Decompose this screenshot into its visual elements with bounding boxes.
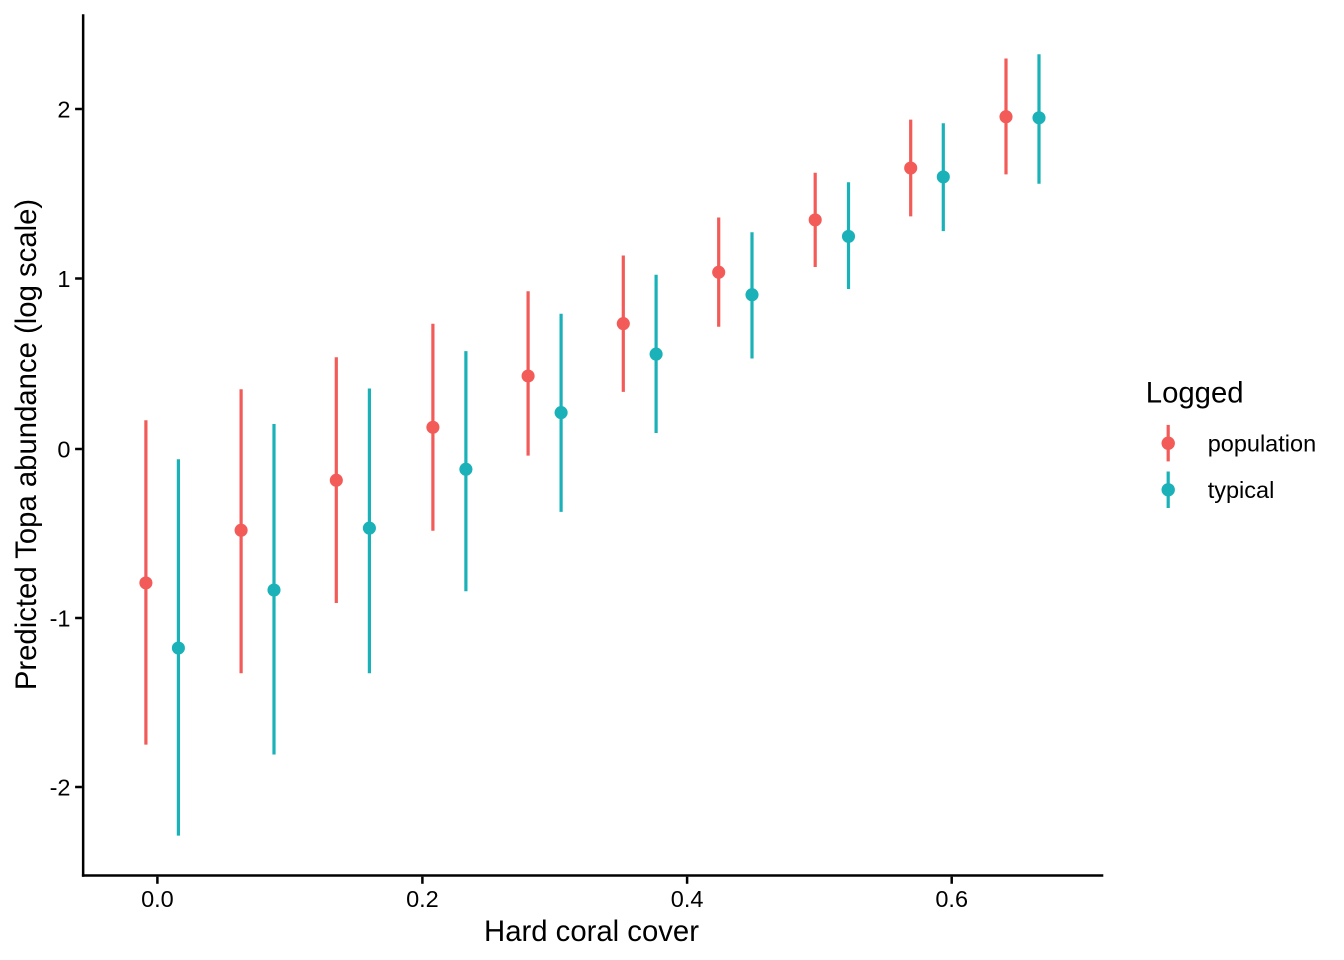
svg-text:0.2: 0.2 [406, 886, 439, 912]
svg-text:population: population [1208, 431, 1316, 457]
svg-text:1: 1 [57, 266, 70, 292]
svg-text:0.0: 0.0 [141, 886, 174, 912]
svg-text:0.6: 0.6 [935, 886, 968, 912]
svg-text:2: 2 [57, 96, 70, 122]
svg-text:-1: -1 [50, 605, 71, 631]
svg-text:-2: -2 [50, 774, 71, 800]
svg-text:Logged: Logged [1146, 377, 1244, 410]
svg-text:0.4: 0.4 [671, 886, 704, 912]
svg-text:Predicted Topa abundance (log: Predicted Topa abundance (log scale) [10, 199, 43, 690]
svg-text:Hard coral cover: Hard coral cover [484, 915, 699, 948]
svg-text:0: 0 [57, 436, 70, 462]
svg-text:typical: typical [1208, 477, 1275, 503]
